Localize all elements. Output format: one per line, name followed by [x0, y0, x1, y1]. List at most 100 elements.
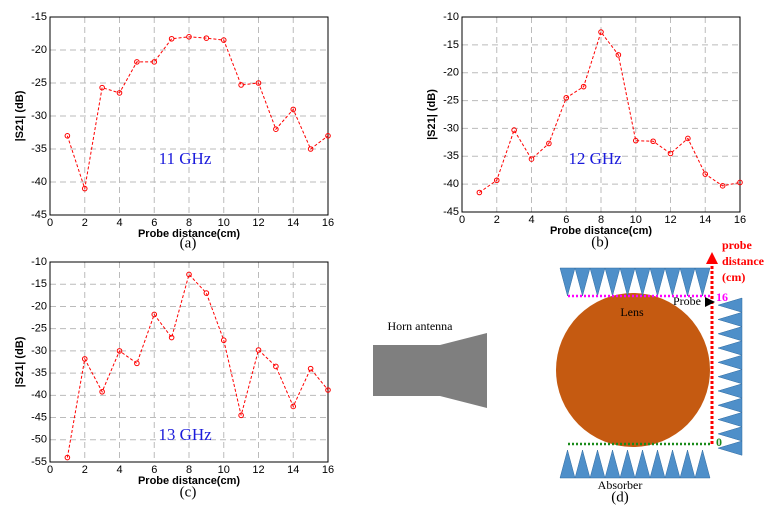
y-tick-label: -40: [443, 178, 459, 190]
y-tick-label: -25: [31, 323, 47, 335]
x-tick-label: 2: [82, 464, 88, 476]
y-axis-label: |S21| (dB): [14, 336, 26, 387]
axis-label: distance: [722, 254, 765, 268]
x-tick-label: 12: [252, 464, 264, 476]
diagram: Horn antenna Lens Probe probe distance (…: [373, 238, 765, 505]
y-axis-label: |S21| (dB): [426, 89, 438, 140]
x-tick-label: 2: [494, 214, 500, 226]
point: [64, 133, 71, 139]
y-tick-label: -20: [443, 67, 459, 79]
point: [116, 348, 123, 354]
plot-frame: [49, 261, 329, 463]
x-tick-label: 10: [218, 217, 230, 229]
x-tick-label: 14: [287, 217, 299, 229]
x-tick-label: 2: [82, 217, 88, 229]
chart: -45 -40 -35 -30 -25 -20 -15 -10 0 2 4 6 8 10 12 14 16 Pro…: [426, 11, 746, 251]
x-tick-label: 12: [664, 214, 676, 226]
caption: (d): [611, 489, 629, 505]
absorber: [559, 267, 743, 479]
point: [290, 403, 297, 410]
series-line: [66, 273, 329, 458]
point: [238, 82, 244, 88]
y-axis-label: |S21| (dB): [14, 90, 26, 141]
bottom-mark: 0: [716, 435, 722, 449]
x-tick-label: 6: [563, 214, 569, 226]
caption: (b): [591, 234, 609, 250]
y-tick-label: -30: [31, 345, 47, 357]
absorber-label: Absorber: [598, 478, 643, 492]
y-tick-label: -10: [443, 11, 459, 23]
y-tick-label: -35: [31, 367, 47, 379]
axis-arrow: [706, 252, 718, 264]
x-tick-label: 0: [47, 464, 53, 476]
axis-label: (cm): [722, 270, 745, 284]
point: [667, 150, 674, 157]
series-line: [66, 36, 329, 189]
x-tick-label: 4: [116, 464, 122, 476]
horn-label: Horn antenna: [388, 319, 454, 333]
point: [186, 271, 192, 278]
horn-antenna: [373, 333, 487, 408]
x-tick-label: 4: [116, 217, 122, 229]
point: [493, 177, 500, 184]
point: [81, 356, 88, 362]
y-tick-label: -15: [31, 11, 47, 23]
caption: (c): [180, 484, 197, 500]
x-tick-label: 6: [151, 464, 157, 476]
y-tick-label: -20: [31, 300, 47, 312]
x-tick-label: 16: [734, 214, 746, 226]
point: [307, 365, 314, 372]
y-tick-label: -15: [443, 39, 459, 51]
x-tick-label: 16: [322, 464, 334, 476]
x-tick-label: 0: [459, 214, 465, 226]
point: [273, 363, 279, 370]
point: [563, 94, 570, 101]
point: [546, 140, 552, 147]
point: [476, 189, 483, 196]
point: [737, 179, 743, 186]
absorber-teeth: [559, 267, 743, 479]
x-tick-label: 6: [151, 217, 157, 229]
x-tick-label: 8: [598, 214, 604, 226]
point: [134, 59, 140, 65]
point: [325, 133, 331, 139]
point: [81, 185, 88, 192]
y-tick-label: -40: [31, 389, 47, 401]
point: [255, 347, 262, 353]
annotation: 13 GHz: [158, 425, 212, 444]
chart: -45 -40 -35 -30 -25 -20 -15 0 2 4 6 8 10 12 14 16 Probe …: [14, 11, 334, 252]
point: [64, 454, 71, 461]
point: [685, 135, 691, 142]
point: [615, 52, 622, 58]
y-tick-label: -45: [443, 206, 459, 218]
point: [99, 388, 105, 395]
point: [151, 311, 158, 318]
point: [168, 35, 175, 42]
plot-frame: [49, 16, 329, 216]
point: [99, 84, 105, 91]
lens: [556, 293, 710, 447]
y-tick-label: -30: [31, 110, 47, 122]
point: [290, 106, 297, 113]
x-tick-label: 8: [186, 464, 192, 476]
point: [151, 59, 158, 65]
point: [650, 138, 656, 145]
x-tick-label: 14: [287, 464, 299, 476]
x-tick-label: 10: [218, 464, 230, 476]
probe: [705, 297, 715, 307]
probe-label: Probe: [673, 294, 701, 308]
y-tick-label: -55: [31, 456, 47, 468]
y-tick-label: -35: [443, 150, 459, 162]
point: [598, 29, 604, 35]
point: [238, 412, 244, 419]
y-tick-label: -30: [443, 122, 459, 134]
annotation: 12 GHz: [568, 149, 622, 168]
point: [632, 137, 639, 144]
x-axis-label: Probe distance(cm): [550, 225, 652, 237]
point: [528, 156, 535, 162]
point: [511, 127, 517, 133]
point: [580, 83, 587, 90]
point: [220, 37, 227, 43]
x-tick-label: 8: [186, 217, 192, 229]
y-tick-label: -25: [443, 94, 459, 106]
